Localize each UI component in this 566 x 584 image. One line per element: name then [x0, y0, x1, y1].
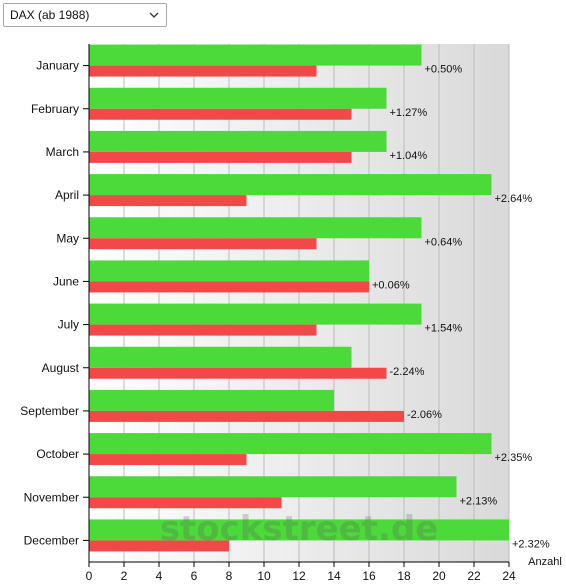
x-tick-label: 0: [86, 569, 93, 583]
bar-negative-september: [89, 410, 404, 422]
category-label: April: [55, 188, 79, 202]
bar-negative-january: [89, 65, 317, 77]
bar-positive-november: [89, 476, 457, 498]
bar-positive-june: [89, 260, 369, 282]
percent-label: +2.35%: [495, 452, 533, 464]
bar-negative-november: [89, 497, 282, 509]
bar-positive-september: [89, 389, 334, 411]
percent-label: +1.27%: [390, 107, 428, 119]
category-label: July: [58, 318, 79, 332]
x-tick-label: 18: [397, 569, 411, 583]
bar-positive-march: [89, 130, 387, 152]
x-tick-label: 22: [467, 569, 481, 583]
index-select-value: DAX (ab 1988): [10, 8, 90, 22]
category-label: August: [42, 361, 80, 375]
category-label: March: [46, 145, 79, 159]
category-label: January: [36, 59, 79, 73]
bar-negative-july: [89, 324, 317, 336]
category-label: December: [24, 533, 79, 547]
x-tick-label: 14: [327, 569, 341, 583]
watermark-text: stockstreet.de: [160, 509, 439, 549]
x-tick-label: 4: [156, 569, 163, 583]
category-label: May: [56, 231, 79, 245]
percent-label: -2.24%: [390, 366, 425, 378]
x-tick-label: 16: [362, 569, 376, 583]
percent-label: +0.06%: [372, 279, 410, 291]
bar-positive-february: [89, 87, 387, 109]
x-axis-title: Anzahl: [528, 556, 562, 568]
percent-label: +2.13%: [460, 495, 498, 507]
bar-negative-february: [89, 108, 352, 120]
x-tick-label: 24: [502, 569, 516, 583]
bar-negative-may: [89, 238, 317, 250]
bar-positive-january: [89, 44, 422, 66]
bar-negative-april: [89, 195, 247, 207]
percent-label: +2.32%: [512, 538, 550, 550]
x-tick-label: 8: [226, 569, 233, 583]
x-tick-label: 20: [432, 569, 446, 583]
bar-positive-april: [89, 174, 492, 196]
category-label: June: [53, 274, 79, 288]
bar-positive-july: [89, 303, 422, 325]
category-label: November: [24, 490, 79, 504]
bar-positive-october: [89, 433, 492, 455]
bar-negative-october: [89, 454, 247, 466]
percent-label: +1.04%: [390, 150, 428, 162]
bar-negative-june: [89, 281, 369, 293]
percent-label: +1.54%: [425, 323, 463, 335]
bar-negative-march: [89, 151, 352, 163]
category-label: February: [31, 102, 79, 116]
percent-label: +0.50%: [425, 64, 463, 76]
bar-negative-december: [89, 540, 229, 552]
bar-positive-may: [89, 217, 422, 239]
index-select[interactable]: DAX (ab 1988): [3, 3, 167, 27]
percent-label: +2.64%: [495, 193, 533, 205]
category-label: October: [36, 447, 79, 461]
bar-negative-august: [89, 367, 387, 379]
chevron-down-icon: [149, 12, 159, 18]
bar-positive-august: [89, 346, 352, 368]
x-tick-label: 6: [191, 569, 198, 583]
x-tick-label: 10: [257, 569, 271, 583]
bar-positive-december: [89, 519, 509, 541]
x-tick-label: 12: [292, 569, 306, 583]
category-label: September: [20, 404, 79, 418]
x-tick-label: 2: [121, 569, 128, 583]
percent-label: +0.64%: [425, 236, 463, 248]
percent-label: -2.06%: [407, 409, 442, 421]
